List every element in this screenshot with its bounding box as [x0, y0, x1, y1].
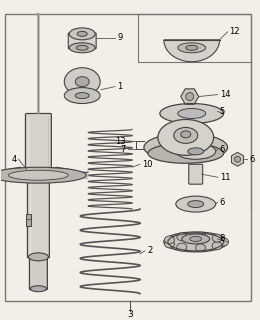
Ellipse shape [144, 133, 228, 161]
Ellipse shape [75, 77, 89, 87]
Ellipse shape [30, 286, 46, 292]
Text: 3: 3 [127, 310, 133, 319]
Text: 9: 9 [117, 33, 122, 42]
Polygon shape [181, 97, 190, 104]
Text: 12: 12 [230, 27, 240, 36]
Text: 6: 6 [220, 197, 225, 207]
Ellipse shape [75, 92, 89, 99]
Ellipse shape [186, 45, 198, 50]
FancyBboxPatch shape [189, 164, 203, 184]
Ellipse shape [64, 68, 100, 96]
Text: 7: 7 [121, 145, 126, 154]
Ellipse shape [0, 167, 86, 183]
Text: 6: 6 [249, 155, 255, 164]
Ellipse shape [188, 201, 204, 208]
Polygon shape [190, 97, 199, 104]
Ellipse shape [196, 232, 205, 240]
Text: 2: 2 [147, 246, 152, 255]
Ellipse shape [76, 45, 88, 50]
Text: 10: 10 [142, 160, 152, 169]
Ellipse shape [188, 148, 204, 155]
Ellipse shape [174, 127, 198, 143]
FancyBboxPatch shape [68, 33, 96, 49]
Ellipse shape [178, 108, 206, 118]
Text: 1: 1 [117, 82, 122, 91]
Ellipse shape [77, 31, 87, 36]
Ellipse shape [212, 242, 222, 250]
Ellipse shape [190, 236, 202, 241]
Ellipse shape [28, 253, 48, 261]
Ellipse shape [177, 243, 187, 251]
Ellipse shape [176, 196, 216, 212]
Ellipse shape [186, 92, 194, 100]
Text: 8: 8 [220, 235, 225, 244]
Ellipse shape [165, 236, 174, 244]
Text: 11: 11 [220, 173, 230, 182]
Ellipse shape [9, 170, 68, 180]
Polygon shape [190, 89, 199, 97]
Ellipse shape [212, 234, 222, 242]
Ellipse shape [178, 43, 206, 53]
Bar [27, 214, 31, 226]
Ellipse shape [181, 131, 191, 138]
Polygon shape [164, 40, 220, 62]
Ellipse shape [182, 234, 210, 244]
FancyBboxPatch shape [29, 258, 47, 290]
Polygon shape [231, 152, 244, 166]
Polygon shape [185, 89, 194, 97]
FancyBboxPatch shape [28, 178, 49, 258]
Ellipse shape [64, 88, 100, 104]
Polygon shape [181, 89, 190, 97]
Ellipse shape [69, 28, 95, 40]
Polygon shape [185, 97, 194, 104]
Ellipse shape [158, 119, 214, 155]
Ellipse shape [219, 238, 229, 246]
Ellipse shape [69, 43, 95, 53]
Ellipse shape [176, 143, 216, 159]
Text: 5: 5 [220, 107, 225, 116]
Polygon shape [0, 167, 88, 179]
Ellipse shape [177, 233, 187, 241]
Text: 13: 13 [115, 137, 126, 146]
Ellipse shape [160, 104, 224, 124]
Ellipse shape [196, 244, 205, 252]
Text: 4: 4 [11, 155, 16, 164]
Text: 6: 6 [220, 145, 225, 154]
Text: 14: 14 [220, 90, 230, 99]
Ellipse shape [148, 143, 224, 163]
Ellipse shape [165, 240, 174, 248]
FancyBboxPatch shape [25, 114, 51, 170]
Ellipse shape [235, 156, 241, 162]
Ellipse shape [164, 232, 228, 252]
Bar [138, 14, 251, 62]
